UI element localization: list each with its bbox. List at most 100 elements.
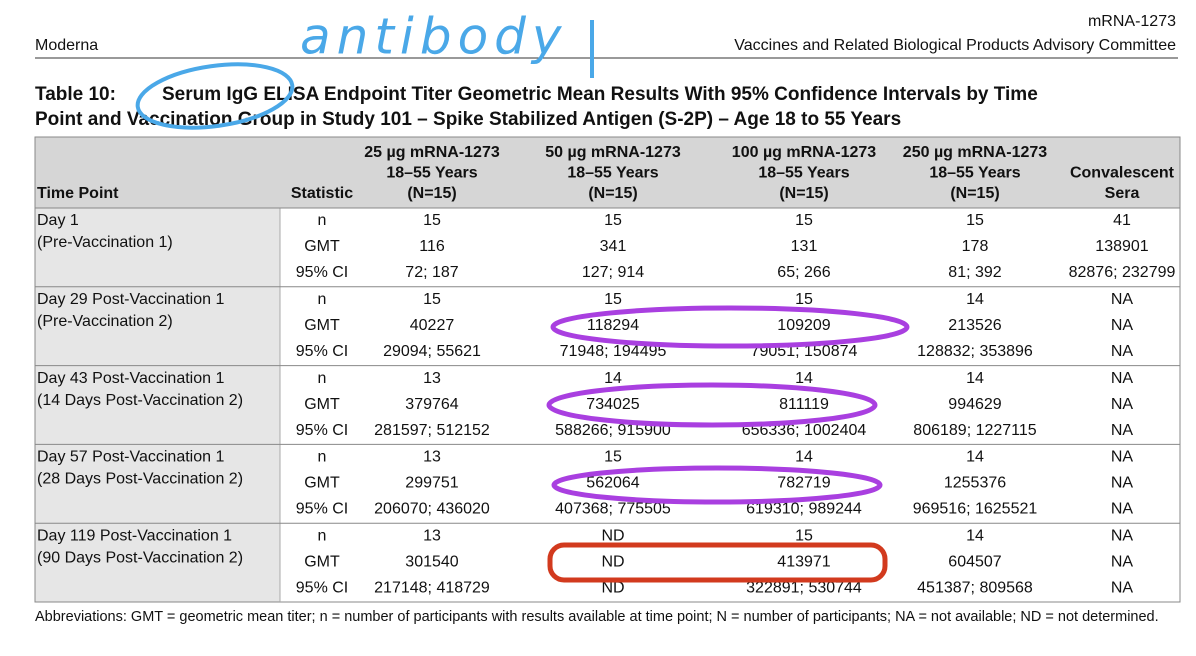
cell: 178	[962, 238, 989, 255]
time-point: (28 Days Post-Vaccination 2)	[37, 471, 243, 488]
time-point: Day 57 Post-Vaccination 1	[37, 449, 224, 466]
cell: 118294	[587, 317, 639, 334]
cell: 806189; 1227115	[913, 422, 1036, 439]
statistic: GMT	[304, 317, 340, 334]
cell: 217148; 418729	[374, 579, 490, 596]
time-point: Day 119 Post-Vaccination 1	[37, 527, 232, 544]
column-header: Statistic	[291, 185, 353, 202]
cell: 15	[795, 291, 813, 308]
cell: ND	[601, 553, 624, 570]
cell: 14	[966, 291, 984, 308]
cell: 14	[795, 449, 813, 466]
pen-circle	[135, 62, 295, 130]
column-header: 18–55 Years	[929, 165, 1020, 182]
statistic: 95% CI	[296, 501, 348, 518]
column-header: Time Point	[37, 185, 119, 202]
cell: NA	[1111, 501, 1134, 518]
cell: 15	[966, 212, 984, 229]
cell: 109209	[777, 317, 830, 334]
cell: NA	[1111, 475, 1134, 492]
cell: 604507	[948, 553, 1001, 570]
first-col-bg	[35, 208, 280, 602]
column-header: 250 µg mRNA-1273	[903, 144, 1047, 161]
cell: NA	[1111, 422, 1134, 439]
cell: NA	[1111, 343, 1134, 360]
cell: NA	[1111, 579, 1134, 596]
cell: 379764	[405, 396, 458, 413]
column-header: 18–55 Years	[758, 165, 849, 182]
pen-box	[547, 542, 888, 583]
cell: 72; 187	[405, 264, 458, 281]
cell: 71948; 194495	[560, 343, 667, 360]
cell: 13	[423, 527, 441, 544]
statistic: GMT	[304, 396, 340, 413]
statistic: 95% CI	[296, 579, 348, 596]
cell: 14	[966, 527, 984, 544]
column-header: (N=15)	[779, 185, 828, 202]
cell: NA	[1111, 396, 1134, 413]
pen-circle	[551, 465, 883, 505]
cell: 969516; 1625521	[913, 501, 1038, 518]
statistic: GMT	[304, 553, 340, 570]
column-header: 18–55 Years	[386, 165, 477, 182]
cell: 138901	[1095, 238, 1148, 255]
column-header: (N=15)	[407, 185, 456, 202]
cell: 15	[423, 291, 441, 308]
cell: 41	[1113, 212, 1131, 229]
statistic: n	[318, 212, 327, 229]
cell: 13	[423, 449, 441, 466]
table: Time Point Statistic 25 µg mRNA-1273 18–55 …	[34, 136, 1181, 603]
column-header: 100 µg mRNA-1273	[732, 144, 876, 161]
cell: 116	[419, 238, 445, 255]
column-header: 50 µg mRNA-1273	[545, 144, 681, 161]
cell: ND	[601, 579, 624, 596]
cell: 14	[966, 449, 984, 466]
statistic: n	[318, 291, 327, 308]
header-right-bottom: Vaccines and Related Biological Products…	[734, 37, 1176, 54]
cell: 131	[791, 238, 818, 255]
handwritten-annotation: antibody	[300, 8, 567, 66]
column-header: 18–55 Years	[567, 165, 658, 182]
cell: 15	[795, 212, 813, 229]
time-point: (Pre-Vaccination 1)	[37, 234, 173, 251]
statistic: GMT	[304, 475, 340, 492]
cell: 29094; 55621	[383, 343, 481, 360]
table-border	[34, 136, 1181, 603]
pen-circle	[546, 382, 878, 428]
statistic: 95% CI	[296, 343, 348, 360]
column-header: (N=15)	[950, 185, 999, 202]
cell: 81; 392	[948, 264, 1001, 281]
cell: NA	[1111, 317, 1134, 334]
cell: 407368; 775505	[555, 501, 671, 518]
header-bg	[35, 137, 1180, 208]
column-header: 25 µg mRNA-1273	[364, 144, 500, 161]
statistic: n	[318, 527, 327, 544]
cell: 15	[795, 527, 813, 544]
cell: 15	[423, 212, 441, 229]
cell: 299751	[405, 475, 458, 492]
header-right-top: mRNA-1273	[1088, 13, 1176, 30]
cell: 281597; 512152	[374, 422, 490, 439]
cell: NA	[1111, 291, 1134, 308]
pen-circle	[550, 305, 910, 349]
cell: 1255376	[944, 475, 1006, 492]
caption-line: Point and Vaccination Group in Study 101…	[35, 109, 901, 130]
statistic: GMT	[304, 238, 340, 255]
cell: 413971	[777, 553, 830, 570]
cell: 734025	[586, 396, 639, 413]
time-point: (14 Days Post-Vaccination 2)	[37, 392, 243, 409]
cell: NA	[1111, 449, 1134, 466]
cell: 619310; 989244	[746, 501, 862, 518]
cell: 451387; 809568	[917, 579, 1033, 596]
cell: 301540	[405, 553, 458, 570]
column-header: Sera	[1105, 185, 1140, 202]
time-point: (Pre-Vaccination 2)	[37, 313, 173, 330]
cell: 65; 266	[777, 264, 830, 281]
caption-line: Serum IgG ELISA Endpoint Titer Geometric…	[162, 84, 1038, 105]
cell: 40227	[410, 317, 455, 334]
cell: 15	[604, 449, 622, 466]
statistic: 95% CI	[296, 264, 348, 281]
cell: 82876; 232799	[1069, 264, 1176, 281]
cell: 128832; 353896	[917, 343, 1033, 360]
